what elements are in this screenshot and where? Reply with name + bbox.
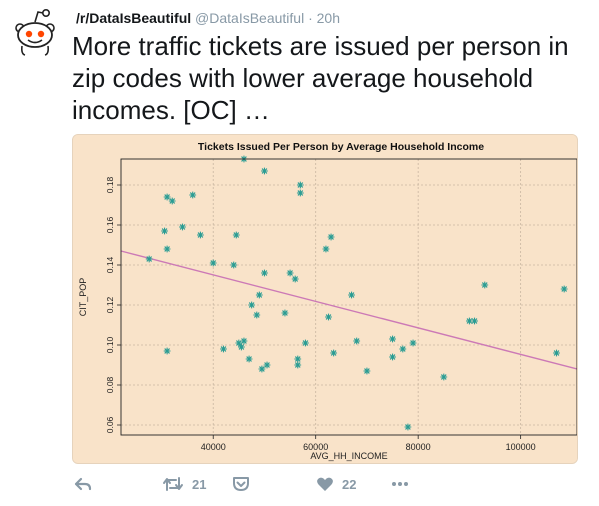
scatter-point bbox=[258, 365, 266, 373]
scatter-point bbox=[471, 317, 478, 325]
scatter-point bbox=[560, 285, 568, 293]
scatter-point bbox=[238, 343, 245, 351]
trend-line bbox=[120, 250, 577, 370]
axis-ticks: 40000 60000 80000 100000 0.06 0.08 0.10 0.12 0.1… bbox=[105, 176, 536, 452]
scatter-point bbox=[209, 259, 217, 267]
scatter-point bbox=[161, 227, 168, 235]
scatter-point bbox=[145, 255, 153, 263]
y-tick-label: 0.06 bbox=[105, 416, 115, 433]
author-name[interactable]: /r/DataIsBeautiful bbox=[76, 10, 192, 26]
heart-icon bbox=[317, 477, 333, 491]
scatter-point bbox=[163, 347, 171, 355]
scatter-chart: Tickets Issued Per Person by Average Hou… bbox=[73, 135, 577, 463]
scatter-point bbox=[294, 355, 302, 363]
grid-lines bbox=[121, 159, 577, 435]
more-icon bbox=[392, 482, 408, 486]
scatter-point bbox=[440, 373, 448, 381]
scatter-point bbox=[291, 275, 299, 283]
scatter-point bbox=[553, 349, 560, 357]
scatter-point bbox=[230, 261, 238, 269]
scatter-point bbox=[286, 269, 294, 277]
author-handle[interactable]: @DataIsBeautiful bbox=[195, 10, 305, 26]
scatter-point bbox=[389, 335, 396, 343]
scatter-point bbox=[481, 281, 489, 289]
trend-line-group bbox=[120, 250, 577, 370]
scatter-point bbox=[294, 361, 302, 369]
scatter-point bbox=[253, 311, 261, 319]
y-tick-label: 0.12 bbox=[105, 296, 115, 313]
more-button[interactable] bbox=[390, 472, 410, 496]
x-tick-label: 60000 bbox=[303, 442, 328, 452]
scatter-point bbox=[389, 353, 396, 361]
x-tick-label: 80000 bbox=[406, 442, 431, 452]
scatter-point bbox=[248, 301, 256, 309]
chart-image[interactable]: Tickets Issued Per Person by Average Hou… bbox=[72, 134, 578, 464]
scatter-point bbox=[296, 189, 304, 197]
scatter-point bbox=[235, 339, 243, 347]
x-axis-label: AVG_HH_INCOME bbox=[310, 451, 387, 461]
scatter-point bbox=[409, 339, 417, 347]
like-button[interactable]: 22 bbox=[316, 472, 356, 496]
scatter-point bbox=[399, 345, 407, 353]
tweet-actions: 21 22 bbox=[72, 472, 492, 496]
scatter-point bbox=[263, 361, 271, 369]
plot-frame bbox=[120, 158, 577, 436]
scatter-point bbox=[353, 337, 361, 345]
x-tick-label: 40000 bbox=[201, 442, 226, 452]
retweet-icon bbox=[163, 477, 183, 491]
scatter-point bbox=[179, 223, 186, 231]
x-tick-label: 100000 bbox=[506, 442, 536, 452]
scatter-point bbox=[466, 317, 473, 325]
scatter-point bbox=[327, 233, 335, 241]
scatter-point bbox=[255, 291, 263, 299]
scatter-point bbox=[325, 313, 332, 321]
scatter-point bbox=[281, 309, 289, 317]
tweet-timestamp[interactable]: 20h bbox=[316, 10, 340, 26]
scatter-point bbox=[348, 291, 355, 299]
save-button[interactable] bbox=[232, 472, 250, 496]
scatter-point bbox=[404, 423, 412, 431]
chart-background bbox=[73, 135, 577, 463]
scatter-point bbox=[261, 167, 268, 175]
scatter-point bbox=[220, 345, 227, 353]
retweet-button[interactable]: 21 bbox=[162, 472, 206, 496]
scatter-point bbox=[296, 181, 304, 189]
y-tick-label: 0.18 bbox=[105, 176, 115, 193]
scatter-point bbox=[302, 339, 309, 347]
tweet-text: More traffic tickets are issued per pers… bbox=[72, 31, 569, 125]
scatter-point bbox=[330, 349, 338, 357]
retweet-count: 21 bbox=[192, 476, 207, 492]
y-tick-label: 0.14 bbox=[105, 256, 115, 273]
scatter-point bbox=[322, 245, 330, 253]
scatter-point bbox=[197, 231, 204, 239]
tweet-header: /r/DataIsBeautiful @DataIsBeautiful · 20… bbox=[76, 10, 340, 26]
scatter-point bbox=[363, 367, 371, 375]
y-tick-label: 0.10 bbox=[105, 336, 115, 353]
like-count: 22 bbox=[342, 476, 357, 492]
scatter-point bbox=[163, 245, 171, 253]
reply-icon bbox=[74, 477, 92, 491]
reddit-alien-avatar[interactable] bbox=[10, 8, 60, 58]
data-points bbox=[145, 155, 568, 431]
scatter-point bbox=[245, 355, 253, 363]
chart-title: Tickets Issued Per Person by Average Hou… bbox=[198, 141, 484, 153]
pocket-icon bbox=[233, 477, 249, 491]
y-tick-label: 0.16 bbox=[105, 216, 115, 233]
y-axis-label: CIT_POP bbox=[78, 278, 88, 317]
scatter-point bbox=[240, 337, 248, 345]
y-tick-label: 0.08 bbox=[105, 376, 115, 393]
scatter-point bbox=[168, 197, 176, 205]
scatter-point bbox=[232, 231, 240, 239]
reply-button[interactable] bbox=[74, 472, 92, 496]
scatter-point bbox=[189, 191, 197, 199]
scatter-point bbox=[261, 269, 268, 277]
scatter-point bbox=[163, 193, 171, 201]
separator-dot: · bbox=[308, 10, 313, 26]
